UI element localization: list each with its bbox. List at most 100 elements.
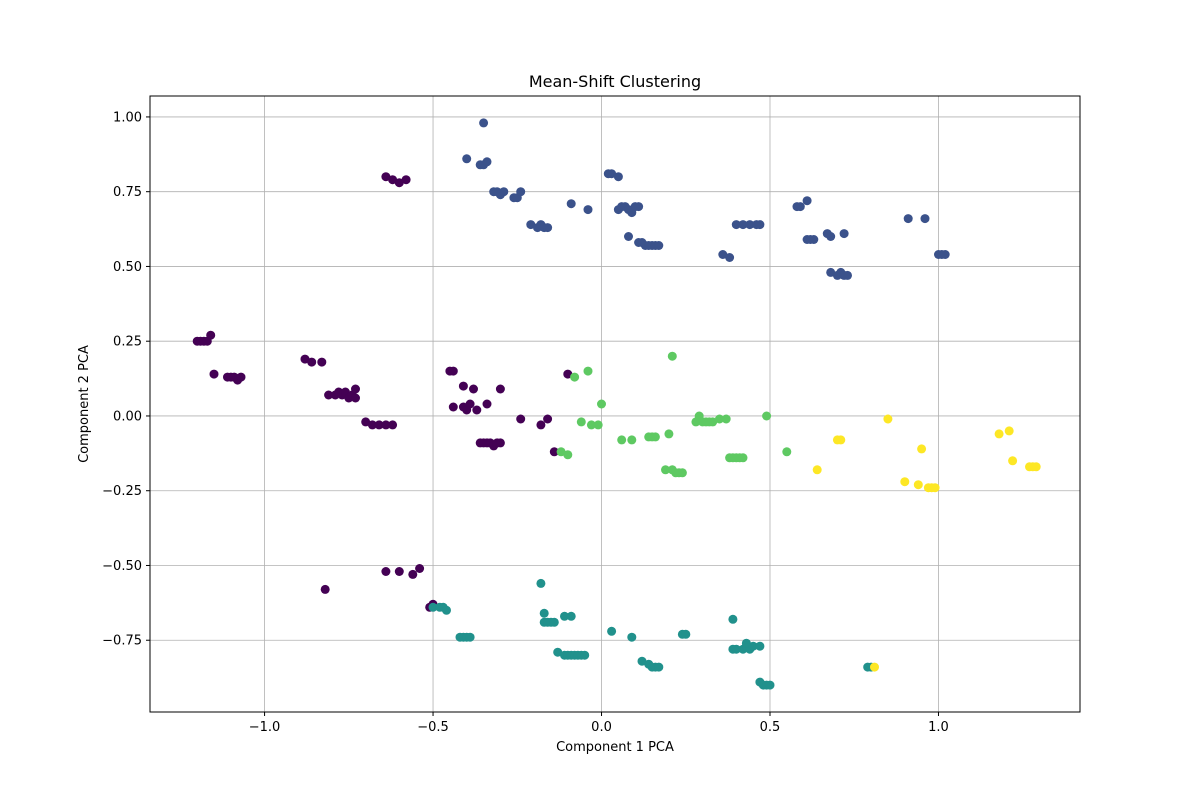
axis-ticks: −1.0 −0.5 0.0 0.5 1.0 −0.75 −0.50 −0.25 0.00 0.25… (102, 110, 949, 735)
x-axis-label: Component 1 PCA (556, 740, 674, 755)
data-point (482, 157, 492, 167)
data-point (317, 357, 327, 367)
data-point (553, 647, 563, 657)
data-point (351, 384, 360, 394)
data-point (667, 351, 677, 361)
data-point (765, 680, 775, 690)
data-point (930, 483, 940, 493)
data-point (738, 220, 748, 230)
data-point (607, 626, 617, 636)
data-point (394, 178, 404, 188)
data-point (361, 417, 371, 427)
data-point (677, 468, 687, 478)
data-point (536, 420, 546, 430)
data-point (206, 330, 216, 340)
data-point (566, 611, 576, 621)
data-point (324, 390, 334, 400)
data-point (381, 567, 391, 576)
data-point (374, 420, 384, 430)
x-tick-label: −1.0 (249, 720, 281, 735)
data-point (1008, 456, 1018, 466)
y-tick-label: 0.25 (113, 335, 142, 350)
data-point (307, 357, 317, 367)
data-point (499, 187, 509, 197)
data-point (940, 250, 950, 259)
data-point (448, 402, 458, 412)
data-point (543, 414, 553, 424)
data-point (627, 632, 637, 642)
data-point (903, 214, 913, 224)
data-point (917, 444, 927, 454)
data-point (826, 267, 836, 277)
data-point (654, 241, 664, 250)
y-tick-label: 0.00 (113, 409, 142, 424)
data-point (526, 220, 536, 230)
data-point (900, 477, 910, 487)
data-point (408, 569, 418, 579)
data-point (607, 169, 617, 179)
data-point (586, 420, 596, 430)
data-point (388, 175, 398, 185)
data-points (192, 118, 1041, 690)
data-point (401, 175, 411, 185)
data-point (728, 614, 738, 624)
data-point (593, 420, 603, 430)
y-tick-label: −0.50 (102, 559, 142, 574)
data-point (920, 214, 930, 224)
data-point (718, 250, 728, 259)
data-point (708, 417, 718, 427)
data-point (428, 602, 438, 612)
data-point (448, 366, 458, 376)
data-point (843, 270, 852, 280)
y-tick-label: 0.75 (113, 185, 142, 200)
data-point (536, 578, 546, 588)
data-point (583, 205, 593, 215)
data-point (809, 235, 819, 244)
data-point (539, 608, 549, 618)
x-tick-label: 1.0 (928, 720, 949, 735)
data-point (755, 220, 765, 230)
data-point (442, 605, 451, 615)
data-point (1004, 426, 1014, 436)
data-point (543, 223, 553, 233)
data-point (634, 202, 644, 212)
data-point (495, 384, 505, 394)
data-point (1031, 462, 1041, 472)
data-point (883, 414, 893, 424)
data-point (839, 229, 849, 239)
data-point (715, 414, 724, 424)
data-point (351, 393, 360, 403)
data-point (570, 372, 580, 382)
data-point (748, 641, 758, 651)
x-tick-label: −0.5 (417, 720, 449, 735)
data-point (388, 420, 398, 430)
data-point (661, 465, 670, 475)
data-point (650, 432, 660, 442)
data-point (826, 232, 836, 241)
y-tick-label: 1.00 (113, 110, 142, 125)
data-point (320, 584, 330, 594)
data-point (367, 420, 377, 430)
y-tick-label: 0.50 (113, 260, 142, 275)
data-point (870, 662, 879, 672)
data-point (563, 450, 573, 460)
data-point (654, 662, 664, 672)
data-point (560, 611, 569, 621)
data-point (812, 465, 822, 475)
data-point (549, 447, 559, 457)
data-point (613, 172, 623, 182)
y-axis-label: Component 2 PCA (77, 345, 92, 463)
data-point (994, 429, 1004, 439)
data-point (394, 567, 404, 576)
data-point (462, 154, 472, 164)
data-point (209, 369, 219, 379)
x-tick-label: 0.5 (760, 720, 781, 735)
data-point (465, 399, 475, 409)
data-point (469, 384, 478, 394)
data-point (549, 617, 559, 627)
data-point (516, 414, 526, 424)
data-point (795, 202, 805, 212)
y-tick-label: −0.75 (102, 634, 142, 649)
data-point (627, 435, 637, 445)
data-point (731, 220, 741, 230)
